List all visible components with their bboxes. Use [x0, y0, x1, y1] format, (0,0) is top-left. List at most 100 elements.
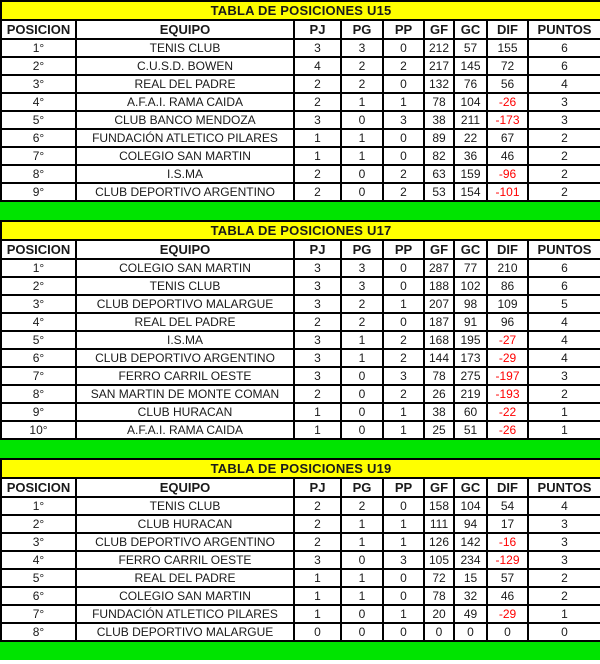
stat-cell: 1: [340, 330, 384, 350]
column-header-posicion: POSICION: [0, 239, 77, 260]
position-cell: 9°: [0, 182, 77, 202]
column-header-gf: GF: [423, 239, 455, 260]
stat-cell: 2: [293, 532, 342, 552]
position-cell: 7°: [0, 146, 77, 166]
stat-cell: 53: [423, 182, 455, 202]
team-cell: FUNDACIÓN ATLETICO PILARES: [75, 604, 295, 624]
stat-cell: 2: [382, 330, 425, 350]
stat-cell: -29: [486, 348, 529, 368]
stat-cell: 132: [423, 74, 455, 94]
stat-cell: 2: [526, 164, 600, 184]
team-cell: CLUB DEPORTIVO ARGENTINO: [75, 182, 295, 202]
stat-cell: 1: [340, 586, 384, 606]
column-header-posicion: POSICION: [0, 477, 77, 498]
stat-cell: 94: [453, 514, 488, 534]
stat-cell: 89: [423, 128, 455, 148]
stat-cell: 0: [340, 164, 384, 184]
stat-cell: 1: [382, 294, 425, 314]
column-header-pp: PP: [382, 477, 425, 498]
stat-cell: 1: [293, 420, 342, 440]
standings-table-u17: TABLA DE POSICIONES U17 POSICION EQUIPO PJ P…: [0, 220, 600, 440]
stat-cell: 0: [340, 550, 384, 570]
position-cell: 6°: [0, 128, 77, 148]
table-row: 1° TENIS CLUB 2 2 0 158 104 54 4: [0, 496, 600, 516]
stat-cell: 36: [453, 146, 488, 166]
column-header-pp: PP: [382, 19, 425, 40]
stat-cell: 1: [382, 514, 425, 534]
table-row: 10° A.F.A.I. RAMA CAIDA 1 0 1 25 51 -26 1: [0, 420, 600, 440]
stat-cell: -16: [486, 532, 529, 552]
position-cell: 4°: [0, 312, 77, 332]
stat-cell: 54: [486, 496, 529, 516]
table-row: 2° TENIS CLUB 3 3 0 188 102 86 6: [0, 276, 600, 296]
table-row: 6° FUNDACIÓN ATLETICO PILARES 1 1 0 89 22 67 2: [0, 128, 600, 148]
column-header-pp: PP: [382, 239, 425, 260]
stat-cell: 6: [526, 38, 600, 58]
position-cell: 1°: [0, 258, 77, 278]
team-cell: REAL DEL PADRE: [75, 568, 295, 588]
stat-cell: 78: [423, 92, 455, 112]
stat-cell: 287: [423, 258, 455, 278]
stat-cell: 2: [340, 56, 384, 76]
stat-cell: 77: [453, 258, 488, 278]
separator-bar: [0, 440, 600, 458]
position-cell: 6°: [0, 586, 77, 606]
stat-cell: 3: [382, 366, 425, 386]
stat-cell: 0: [340, 110, 384, 130]
stat-cell: 0: [382, 586, 425, 606]
stat-cell: 0: [382, 496, 425, 516]
stat-cell: 0: [382, 128, 425, 148]
team-cell: FERRO CARRIL OESTE: [75, 550, 295, 570]
stat-cell: 0: [382, 38, 425, 58]
column-header-equipo: EQUIPO: [75, 239, 295, 260]
stat-cell: 0: [340, 622, 384, 642]
team-cell: COLEGIO SAN MARTIN: [75, 258, 295, 278]
stat-cell: 4: [293, 56, 342, 76]
stat-cell: 195: [453, 330, 488, 350]
table-row: 9° CLUB HURACAN 1 0 1 38 60 -22 1: [0, 402, 600, 422]
table-row: 7° COLEGIO SAN MARTIN 1 1 0 82 36 46 2: [0, 146, 600, 166]
stat-cell: -197: [486, 366, 529, 386]
stat-cell: 98: [453, 294, 488, 314]
stat-cell: -173: [486, 110, 529, 130]
stat-cell: -129: [486, 550, 529, 570]
team-cell: REAL DEL PADRE: [75, 312, 295, 332]
stat-cell: 15: [453, 568, 488, 588]
stat-cell: 2: [293, 312, 342, 332]
stat-cell: 57: [453, 38, 488, 58]
position-cell: 4°: [0, 550, 77, 570]
stat-cell: 0: [340, 182, 384, 202]
table-row: 2° C.U.S.D. BOWEN 4 2 2 217 145 72 6: [0, 56, 600, 76]
stat-cell: 188: [423, 276, 455, 296]
column-header-gf: GF: [423, 477, 455, 498]
column-header-gc: GC: [453, 19, 488, 40]
stat-cell: 1: [340, 532, 384, 552]
table-title: TABLA DE POSICIONES U15: [0, 0, 600, 21]
stat-cell: 3: [526, 514, 600, 534]
stat-cell: 6: [526, 258, 600, 278]
stat-cell: 2: [293, 514, 342, 534]
stat-cell: 234: [453, 550, 488, 570]
table-row: 1° TENIS CLUB 3 3 0 212 57 155 6: [0, 38, 600, 58]
stat-cell: 2: [526, 568, 600, 588]
stat-cell: 22: [453, 128, 488, 148]
stat-cell: 1: [382, 420, 425, 440]
stat-cell: 0: [382, 74, 425, 94]
table-row: 7° FERRO CARRIL OESTE 3 0 3 78 275 -197 3: [0, 366, 600, 386]
table-row: 3° CLUB DEPORTIVO MALARGUE 3 2 1 207 98 109 5: [0, 294, 600, 314]
column-header-puntos: PUNTOS: [526, 19, 600, 40]
stat-cell: 3: [526, 92, 600, 112]
column-header-gc: GC: [453, 477, 488, 498]
stat-cell: 2: [293, 182, 342, 202]
stat-cell: 1: [382, 532, 425, 552]
stat-cell: 3: [293, 276, 342, 296]
team-cell: FERRO CARRIL OESTE: [75, 366, 295, 386]
stat-cell: 144: [423, 348, 455, 368]
stat-cell: 111: [423, 514, 455, 534]
stat-cell: 1: [340, 146, 384, 166]
stat-cell: 3: [293, 110, 342, 130]
position-cell: 2°: [0, 514, 77, 534]
stat-cell: 2: [526, 384, 600, 404]
stat-cell: 3: [293, 348, 342, 368]
